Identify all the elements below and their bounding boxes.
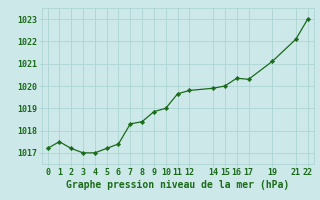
X-axis label: Graphe pression niveau de la mer (hPa): Graphe pression niveau de la mer (hPa) xyxy=(66,180,289,190)
